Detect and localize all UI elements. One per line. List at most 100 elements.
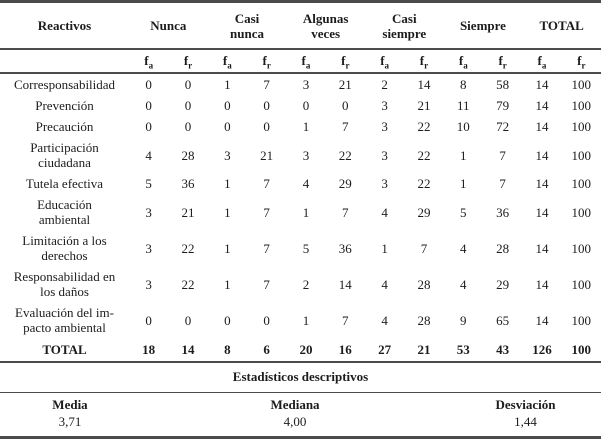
cell: 0 (342, 98, 349, 113)
cell: 14 (535, 119, 549, 134)
f-subscript: r (266, 60, 271, 71)
cell: 1 (381, 240, 388, 256)
stats-value-row: 3,71 4,00 1,44 (0, 413, 601, 438)
total-cell: 8 (224, 342, 231, 357)
row-label: Participación ciudadana (30, 140, 99, 170)
cell: 21 (260, 147, 274, 163)
subcol-fr: fr (404, 49, 443, 73)
f-symbol: f (577, 53, 582, 68)
cell: 14 (535, 77, 549, 92)
cell: 0 (184, 77, 192, 92)
cell: 28 (181, 147, 195, 163)
subcol-fa: fa (129, 49, 168, 73)
cell: 65 (496, 312, 510, 328)
cell: 36 (181, 176, 195, 191)
stats-section-title: Estadísticos descriptivos (0, 363, 601, 393)
cell: 0 (224, 98, 231, 113)
stat-value-mediana: 4,00 (283, 414, 307, 429)
total-cell: 126 (532, 342, 552, 357)
cell: 0 (263, 119, 270, 134)
f-symbol: f (183, 53, 189, 68)
cell: 0 (145, 312, 152, 328)
subcol-fr: fr (247, 49, 286, 73)
stats-table: Media Mediana Desviación 3,71 4,00 1,44 (0, 393, 601, 439)
cell: 100 (571, 312, 592, 328)
cell: 0 (224, 312, 231, 328)
cell: 100 (571, 240, 592, 256)
f-symbol: f (419, 53, 425, 68)
cell: 7 (420, 240, 428, 256)
cell: 4 (145, 147, 152, 163)
f-subscript: a (463, 60, 468, 71)
row-label: Limitación a los derechos (22, 233, 107, 263)
header-row: Reactivos Nunca Casi nunca Algunas veces… (0, 2, 601, 49)
subcol-empty (0, 49, 129, 73)
cell: 79 (496, 98, 510, 113)
cell: 14 (535, 276, 549, 292)
cell: 100 (571, 204, 592, 220)
table-row-total: TOTAL 18 14 8 6 20 16 27 21 53 43 126 10… (0, 338, 601, 362)
subheader-row: fa fr fa fr fa fr fa fr fa fr fa fr (0, 49, 601, 73)
stat-header-mediana: Mediana (270, 397, 320, 412)
col-group-algunas-veces: Algunas veces (302, 10, 349, 41)
cell: 3 (381, 119, 388, 134)
f-subscript: a (384, 60, 390, 71)
table-row-precaucion: Precaución 0 0 0 0 1 7 3 22 10 72 14 100 (0, 116, 601, 137)
cell: 22 (338, 147, 352, 163)
f-symbol: f (537, 53, 542, 68)
subcol-fr: fr (168, 49, 207, 73)
subcol-fr: fr (326, 49, 365, 73)
f-symbol: f (222, 53, 228, 68)
cell: 0 (263, 98, 270, 113)
cell: 2 (302, 276, 310, 292)
cell: 1 (460, 147, 467, 163)
f-subscript: a (305, 60, 311, 71)
cell: 4 (302, 176, 310, 191)
cell: 1 (302, 204, 310, 220)
cell: 4 (381, 276, 388, 292)
cell: 100 (571, 276, 592, 292)
table-row-limitacion-derechos: Limitación a los derechos 3 22 1 7 5 36 … (0, 230, 601, 266)
cell: 11 (457, 98, 470, 113)
cell: 1 (302, 312, 310, 328)
cell: 100 (571, 77, 592, 92)
cell: 14 (535, 147, 549, 163)
col-group-casi-siempre: Casi siempre (382, 10, 427, 41)
cell: 14 (535, 240, 549, 256)
cell: 7 (263, 77, 270, 92)
cell: 3 (145, 204, 152, 220)
cell: 100 (571, 98, 592, 113)
cell: 14 (338, 276, 352, 292)
cell: 7 (499, 147, 506, 163)
cell: 3 (145, 276, 152, 292)
f-subscript: r (502, 60, 507, 71)
subcol-fr: fr (483, 49, 522, 73)
f-subscript: r (581, 60, 586, 71)
subcol-fa: fa (522, 49, 561, 73)
cell: 3 (224, 147, 231, 163)
table-row-responsabilidad-danos: Responsabilidad en los daños 3 22 1 7 2 … (0, 266, 601, 302)
f-subscript: r (188, 60, 193, 71)
cell: 0 (145, 98, 152, 113)
cell: 4 (460, 276, 467, 292)
cell: 5 (460, 204, 467, 220)
cell: 7 (263, 276, 270, 292)
cell: 14 (535, 176, 549, 191)
subcol-fr: fr (562, 49, 601, 73)
cell: 1 (302, 119, 310, 134)
table-row-participacion-ciudadana: Participación ciudadana 4 28 3 21 3 22 3… (0, 137, 601, 173)
cell: 0 (302, 98, 310, 113)
cell: 21 (338, 77, 352, 92)
cell: 28 (417, 312, 431, 328)
total-cell: 18 (142, 342, 156, 357)
cell: 7 (342, 204, 349, 220)
cell: 0 (184, 312, 192, 328)
cell: 3 (145, 240, 152, 256)
row-label: Tutela efectiva (25, 176, 104, 191)
total-cell: 43 (496, 342, 510, 357)
f-subscript: a (227, 60, 232, 71)
f-symbol: f (301, 53, 306, 68)
cell: 29 (417, 204, 431, 220)
cell: 3 (381, 98, 388, 113)
f-symbol: f (498, 53, 503, 68)
